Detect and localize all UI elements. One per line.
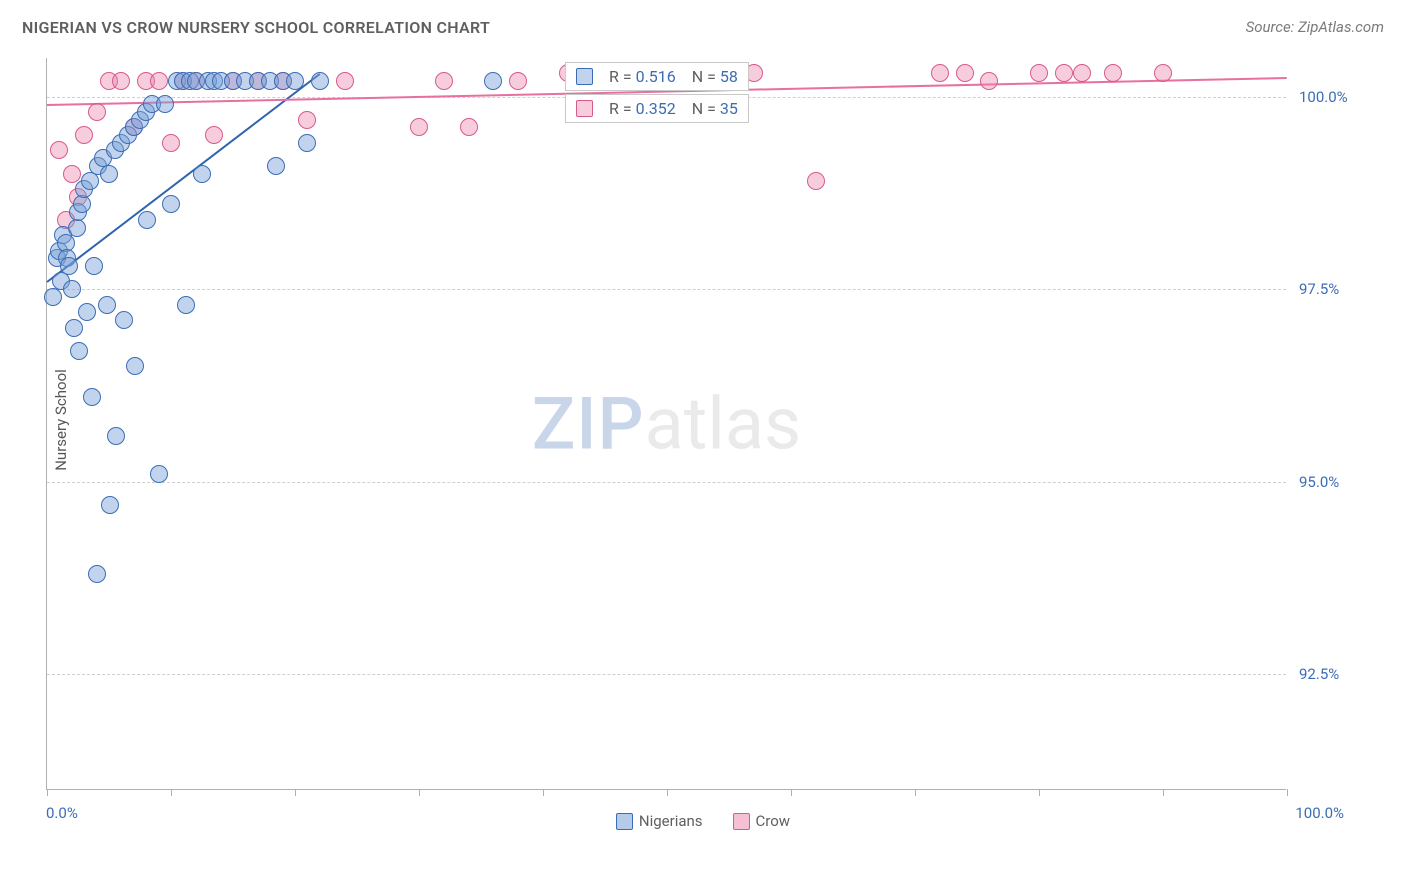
data-point: [88, 565, 106, 583]
series-swatch: [576, 68, 593, 85]
data-point: [73, 195, 91, 213]
x-tick: [915, 789, 916, 796]
data-point: [193, 165, 211, 183]
watermark-atlas: atlas: [645, 381, 802, 466]
data-point: [107, 427, 125, 445]
data-point: [1030, 64, 1048, 82]
data-point: [267, 157, 285, 175]
stat-n: N = 35: [692, 99, 738, 118]
legend-label: Nigerians: [639, 812, 703, 830]
data-point: [150, 72, 168, 90]
chart-header: NIGERIAN VS CROW NURSERY SCHOOL CORRELAT…: [22, 18, 1384, 48]
data-point: [81, 172, 99, 190]
data-point: [83, 388, 101, 406]
data-point: [126, 357, 144, 375]
source-attribution: Source: ZipAtlas.com: [1246, 18, 1384, 36]
x-tick: [667, 789, 668, 796]
gridline-h: [47, 289, 1286, 290]
watermark: ZIPatlas: [532, 381, 801, 466]
gridline-h: [47, 674, 1286, 675]
legend: Nigerians Crow: [0, 812, 1406, 830]
data-point: [60, 257, 78, 275]
data-point: [100, 165, 118, 183]
data-point: [75, 126, 93, 144]
y-tick-label: 95.0%: [1299, 473, 1339, 491]
correlation-stats-box: R = 0.352 N = 35: [565, 94, 749, 123]
data-point: [78, 303, 96, 321]
data-point: [298, 111, 316, 129]
data-point: [177, 296, 195, 314]
x-tick: [419, 789, 420, 796]
data-point: [931, 64, 949, 82]
data-point: [1154, 64, 1172, 82]
data-point: [410, 118, 428, 136]
data-point: [336, 72, 354, 90]
data-point: [115, 311, 133, 329]
data-point: [101, 496, 119, 514]
x-tick: [1163, 789, 1164, 796]
data-point: [162, 195, 180, 213]
data-point: [980, 72, 998, 90]
data-point: [1104, 64, 1122, 82]
data-point: [68, 219, 86, 237]
x-tick: [47, 789, 48, 796]
data-point: [298, 134, 316, 152]
data-point: [70, 342, 88, 360]
data-point: [460, 118, 478, 136]
legend-label: Crow: [756, 812, 791, 830]
data-point: [112, 72, 130, 90]
legend-item: Nigerians: [616, 812, 703, 830]
data-point: [138, 211, 156, 229]
data-point: [162, 134, 180, 152]
data-point: [63, 165, 81, 183]
data-point: [956, 64, 974, 82]
legend-swatch: [616, 813, 633, 830]
series-swatch: [576, 100, 593, 117]
chart-title: NIGERIAN VS CROW NURSERY SCHOOL CORRELAT…: [22, 18, 1384, 37]
data-point: [44, 288, 62, 306]
x-tick: [543, 789, 544, 796]
plot-area: ZIPatlas 92.5%95.0%97.5%100.0%: [46, 58, 1286, 790]
y-tick-label: 97.5%: [1299, 280, 1339, 298]
data-point: [88, 103, 106, 121]
data-point: [156, 95, 174, 113]
data-point: [807, 172, 825, 190]
y-tick-label: 92.5%: [1299, 665, 1339, 683]
gridline-h: [47, 482, 1286, 483]
data-point: [1055, 64, 1073, 82]
x-tick: [1039, 789, 1040, 796]
data-point: [509, 72, 527, 90]
data-point: [63, 280, 81, 298]
x-tick: [791, 789, 792, 796]
data-point: [98, 296, 116, 314]
x-tick: [1287, 789, 1288, 796]
data-point: [150, 465, 168, 483]
data-point: [435, 72, 453, 90]
stat-r: R = 0.516: [609, 67, 676, 86]
data-point: [85, 257, 103, 275]
data-point: [311, 72, 329, 90]
data-point: [65, 319, 83, 337]
data-point: [286, 72, 304, 90]
watermark-zip: ZIP: [532, 381, 645, 466]
stat-n: N = 58: [692, 67, 738, 86]
legend-item: Crow: [733, 812, 791, 830]
data-point: [205, 126, 223, 144]
y-tick-label: 100.0%: [1299, 88, 1348, 106]
plot-inner: ZIPatlas 92.5%95.0%97.5%100.0%: [47, 58, 1286, 789]
x-tick: [295, 789, 296, 796]
legend-swatch: [733, 813, 750, 830]
stat-r: R = 0.352: [609, 99, 676, 118]
x-tick: [171, 789, 172, 796]
data-point: [50, 141, 68, 159]
data-point: [484, 72, 502, 90]
correlation-stats-box: R = 0.516 N = 58: [565, 62, 749, 91]
data-point: [1073, 64, 1091, 82]
